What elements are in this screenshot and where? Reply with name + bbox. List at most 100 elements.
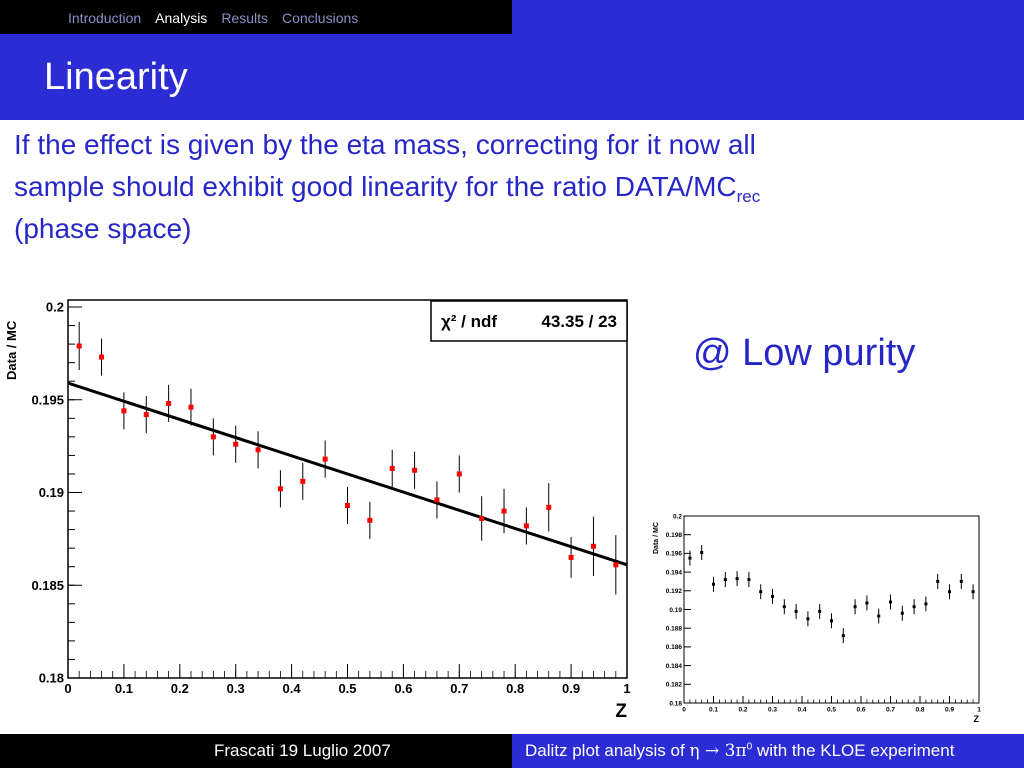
small-data-point <box>688 556 692 560</box>
low-purity-note: @ Low purity <box>693 332 916 374</box>
footer-eta-symbol: η <box>689 741 700 761</box>
small-y-tick-label: 0.18 <box>669 700 682 707</box>
main-x-tick-label: 1 <box>623 681 630 696</box>
small-y-tick-label: 0.188 <box>666 625 683 632</box>
body-line-1: If the effect is given by the eta mass, … <box>14 129 756 160</box>
small-data-point <box>912 605 916 609</box>
small-y-tick-label: 0.198 <box>666 532 683 539</box>
nav-item-introduction[interactable]: Introduction <box>68 10 142 26</box>
small-data-point <box>712 582 715 586</box>
small-data-point <box>723 578 727 582</box>
nav-item-analysis[interactable]: Analysis <box>155 10 208 26</box>
footer-pi-superscript: 0 <box>746 741 753 753</box>
small-y-tick-label: 0.2 <box>673 513 682 520</box>
small-x-axis-label: Z <box>974 714 980 724</box>
small-x-tick-label: 0.1 <box>709 707 718 714</box>
main-y-axis-label: Data / MC <box>4 320 19 380</box>
small-x-tick-label: 0.2 <box>738 707 747 714</box>
main-data-point <box>546 504 552 510</box>
main-x-ticks: 0 0.1 0.2 0.3 0.4 0.5 0.6 0.7 0.8 0.9 1 <box>64 664 631 696</box>
main-data-points <box>76 321 619 595</box>
main-y-ticks: 0.18 0.185 0.19 0.195 0.2 <box>31 300 82 686</box>
footer-date-location: Frascati 19 Luglio 2007 <box>214 741 391 760</box>
main-y-tick-label: 0.195 <box>31 392 64 407</box>
footer: Frascati 19 Luglio 2007 Dalitz plot anal… <box>0 734 1024 768</box>
body-line-3: (phase space) <box>14 213 192 244</box>
main-data-point <box>389 465 395 471</box>
footer-title-prefix: Dalitz plot analysis of <box>525 741 690 760</box>
main-data-point <box>210 434 216 440</box>
section-nav-list: Introduction Analysis Results Conclusion… <box>68 10 358 26</box>
small-y-tick-label: 0.196 <box>666 551 683 558</box>
title-bar: Linearity <box>0 34 1024 120</box>
slide-body-text: If the effect is given by the eta mass, … <box>14 124 1004 250</box>
small-plot-frame <box>683 515 980 704</box>
main-data-point <box>590 543 596 549</box>
main-data-point <box>76 343 82 349</box>
small-data-point <box>877 614 881 618</box>
main-data-point <box>255 447 261 453</box>
slide-title: Linearity <box>44 56 188 98</box>
top-bar: Introduction Analysis Results Conclusion… <box>0 0 1024 34</box>
small-data-point <box>959 579 963 583</box>
main-x-axis-label: Z <box>615 701 627 722</box>
main-data-point <box>277 486 283 492</box>
small-data-point <box>747 578 751 582</box>
small-data-point <box>948 590 951 594</box>
main-data-point <box>322 456 328 462</box>
small-y-tick-label: 0.184 <box>666 663 683 670</box>
main-data-point <box>300 478 306 484</box>
small-y-tick-label: 0.186 <box>666 644 683 651</box>
small-x-tick-label: 0.6 <box>856 707 865 714</box>
small-y-ticks: 0.18 0.182 0.184 0.186 0.188 0.19 0.192 0.194 0.… <box>666 513 691 707</box>
small-data-point <box>936 579 940 583</box>
main-data-point <box>412 467 418 473</box>
small-data-point <box>841 634 845 638</box>
main-data-point <box>501 508 507 514</box>
body-line-2-subscript: rec <box>736 187 761 206</box>
main-y-tick-label: 0.2 <box>46 300 64 315</box>
footer-talk-title: Dalitz plot analysis of η → 3π0 with the… <box>525 741 954 761</box>
small-x-tick-label: 0.5 <box>827 707 836 714</box>
main-data-point <box>345 502 350 508</box>
small-x-tick-label: 0.8 <box>915 707 924 714</box>
body-line-2: sample should exhibit good linearity for… <box>14 166 1004 208</box>
footer-right: Dalitz plot analysis of η → 3π0 with the… <box>512 734 1024 768</box>
nav-item-conclusions[interactable]: Conclusions <box>282 10 359 26</box>
main-y-tick-label: 0.185 <box>31 578 64 593</box>
small-x-tick-label: 0 <box>682 707 686 714</box>
main-data-point <box>613 562 619 568</box>
small-data-point <box>782 605 786 609</box>
small-x-tick-label: 1 <box>977 707 981 714</box>
main-x-tick-label: 0.1 <box>115 681 133 696</box>
main-data-point <box>121 408 127 414</box>
nav-item-results[interactable]: Results <box>221 10 268 26</box>
main-x-tick-label: 0.2 <box>171 681 189 696</box>
main-data-point <box>479 515 485 521</box>
small-data-point <box>735 577 739 581</box>
fit-stats-value: 43.35 / 23 <box>541 312 617 331</box>
main-fit-line-group <box>67 381 628 567</box>
fit-line <box>67 381 628 567</box>
main-data-point <box>166 400 172 406</box>
main-x-tick-label: 0.6 <box>394 681 412 696</box>
fit-stats-box <box>430 300 628 342</box>
main-x-tick-label: 0.4 <box>283 681 302 696</box>
small-data-point <box>889 600 892 604</box>
footer-arrow-symbol: → <box>699 741 725 761</box>
small-data-point <box>759 590 763 594</box>
small-x-tick-label: 0.4 <box>797 707 806 714</box>
body-line-2-text: sample should exhibit good linearity for… <box>14 171 737 202</box>
small-y-tick-label: 0.194 <box>666 569 683 576</box>
small-x-tick-label: 0.7 <box>886 707 895 714</box>
small-data-point <box>794 609 798 613</box>
small-y-tick-label: 0.192 <box>666 588 683 595</box>
small-y-axis-label: Data / MC <box>653 522 660 554</box>
main-data-point <box>233 441 239 447</box>
main-data-point <box>99 354 105 360</box>
main-y-tick-label: 0.18 <box>39 671 64 686</box>
main-data-point <box>188 404 194 410</box>
main-data-point <box>367 517 373 523</box>
small-data-point <box>830 619 833 623</box>
main-x-tick-label: 0.5 <box>338 681 356 696</box>
